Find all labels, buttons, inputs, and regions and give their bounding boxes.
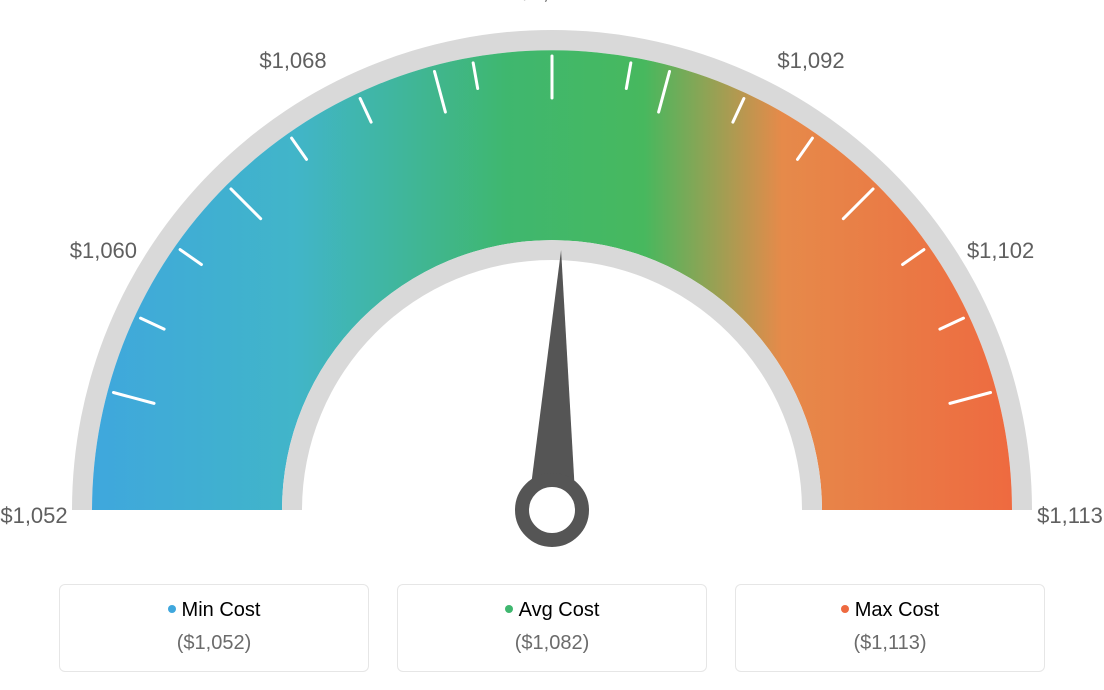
gauge-tick-label: $1,060 <box>70 238 137 264</box>
gauge-tick-label: $1,092 <box>777 48 844 74</box>
legend-value-min: ($1,052) <box>70 632 358 655</box>
legend-card-min: Min Cost ($1,052) <box>59 584 369 672</box>
legend-title-min: Min Cost <box>70 599 358 622</box>
legend-row: Min Cost ($1,052) Avg Cost ($1,082) Max … <box>0 584 1104 672</box>
legend-title-avg: Avg Cost <box>408 599 696 622</box>
dot-icon <box>505 605 513 613</box>
legend-value-max: ($1,113) <box>746 632 1034 655</box>
cost-gauge-widget: $1,052 $1,060 $1,068 $1,082 $1,092 $1,102 $1,1… <box>0 0 1104 690</box>
gauge-tick-label: $1,052 <box>0 503 67 529</box>
legend-card-avg: Avg Cost ($1,082) <box>397 584 707 672</box>
gauge-tick-label: $1,082 <box>518 0 585 5</box>
gauge-tick-label: $1,102 <box>967 238 1034 264</box>
legend-title-text: Max Cost <box>855 599 939 621</box>
dot-icon <box>168 605 176 613</box>
legend-title-max: Max Cost <box>746 599 1034 622</box>
gauge-tick-label: $1,068 <box>259 48 326 74</box>
gauge-tick-label: $1,113 <box>1037 503 1103 529</box>
legend-title-text: Min Cost <box>182 599 261 621</box>
legend-value-avg: ($1,082) <box>408 632 696 655</box>
gauge-chart: $1,052 $1,060 $1,068 $1,082 $1,092 $1,102 $1,1… <box>0 0 1104 560</box>
dot-icon <box>841 605 849 613</box>
legend-title-text: Avg Cost <box>519 599 600 621</box>
legend-card-max: Max Cost ($1,113) <box>735 584 1045 672</box>
